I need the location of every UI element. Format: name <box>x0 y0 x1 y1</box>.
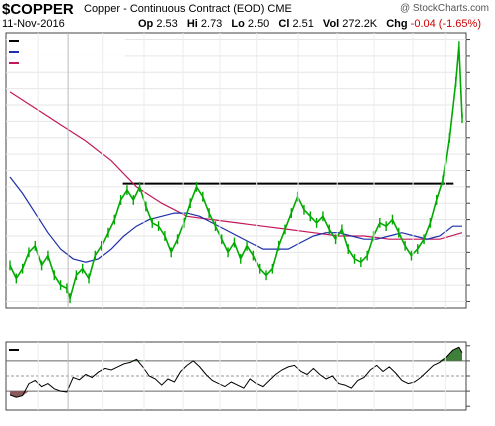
contract-name: Copper - Continuous Contract (EOD) CME <box>84 3 292 15</box>
rsi-x-axis <box>37 342 446 410</box>
contract-name-text: Copper - Continuous Contract (EOD) <box>84 3 265 15</box>
legend-box <box>7 34 125 69</box>
hi-value: 2.73 <box>200 18 223 30</box>
rsi-series-group <box>9 346 463 398</box>
rsi-grid <box>6 360 466 392</box>
price-legend <box>7 34 125 69</box>
legend-box <box>7 343 125 356</box>
copper-price-line <box>9 46 463 301</box>
rsi-axis <box>466 345 470 407</box>
watermark: @ StockCharts.com <box>399 3 489 14</box>
rsi-oversold-fill <box>10 391 74 398</box>
rsi-fill <box>10 347 463 398</box>
rsi-legend <box>7 343 125 356</box>
cl-label: Cl <box>278 18 290 30</box>
ma200-line <box>9 91 463 240</box>
hi-label: Hi <box>186 18 198 30</box>
vol-label: Vol <box>322 18 340 30</box>
vol-value: 272.2K <box>342 18 378 30</box>
lo-label: Lo <box>231 18 245 30</box>
cl-value: 2.51 <box>292 18 314 30</box>
symbol-title: $COPPER <box>2 1 74 18</box>
price-axis <box>466 39 470 302</box>
price-series-group <box>9 41 463 304</box>
exchange-text: CME <box>267 3 292 15</box>
ma50-line <box>9 176 462 263</box>
op-label: Op <box>138 18 154 30</box>
op-value: 2.53 <box>156 18 178 30</box>
ohlc-stats: Op 2.53 Hi 2.73 Lo 2.50 Cl 2.51 Vol 272.… <box>138 18 481 30</box>
chart-date: 11-Nov-2016 <box>2 18 65 30</box>
lo-value: 2.50 <box>247 18 270 30</box>
rsi-line <box>9 346 463 398</box>
chg-value: -0.04 (-1.65%) <box>410 18 481 30</box>
price-x-axis <box>37 33 446 308</box>
chg-label: Chg <box>386 18 408 30</box>
